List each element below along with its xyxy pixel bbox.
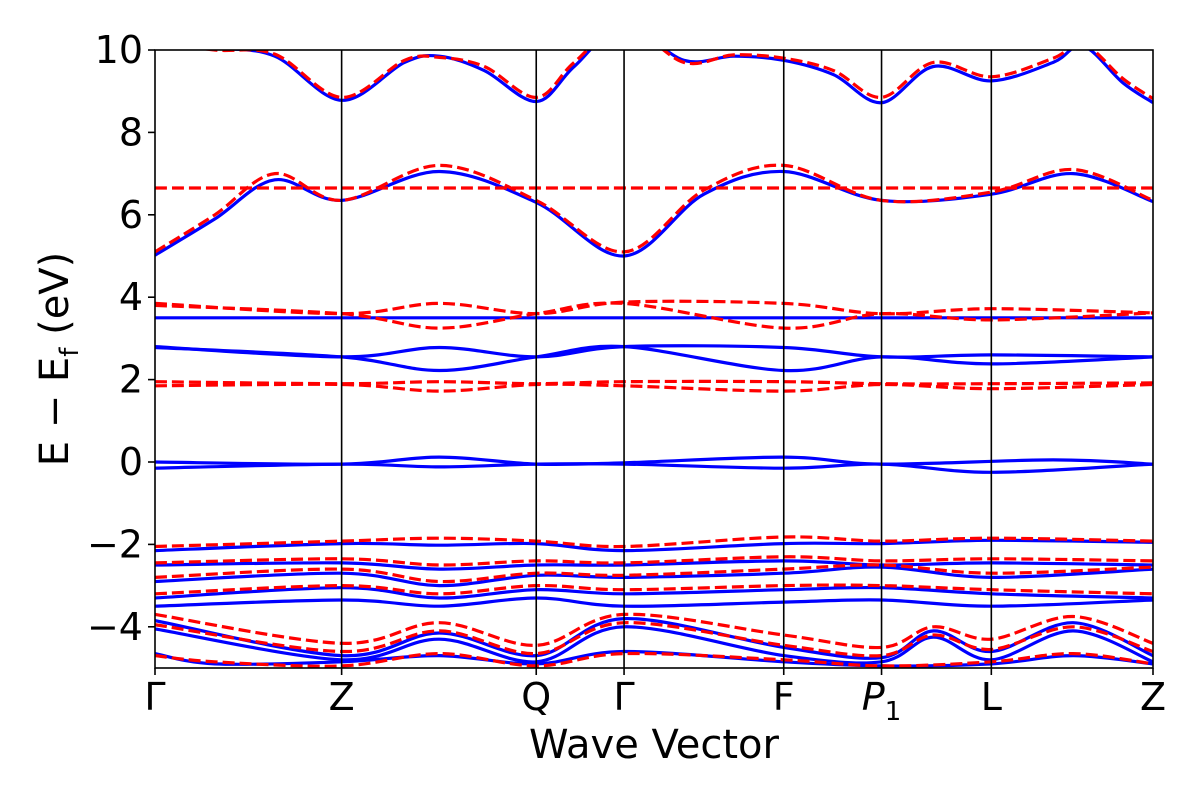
band-line [155,596,1153,608]
x-tick-label: Γ [613,675,634,719]
x-tick-label: Q [521,675,551,719]
x-tick-label: P1 [862,675,901,727]
y-axis-ticks: −4 −2 0 2 4 6 8 10 [87,28,155,649]
band-line [155,535,1153,549]
band-line [155,621,1153,658]
y-tick-label: −4 [87,605,143,649]
x-tick-label: L [981,675,1002,719]
band-line [155,612,1153,650]
band-line [155,555,1153,567]
y-tick-label: 4 [119,275,143,319]
y-tick-label: 0 [119,440,143,484]
x-tick-label: F [773,675,795,719]
plot-frame [154,49,1154,669]
y-tick-label: 10 [95,28,143,72]
x-tick-label: Z [329,675,355,719]
band-line [155,559,1153,571]
band-line [155,583,1153,596]
high-symmetry-lines [340,50,993,668]
bands-layer [155,50,1153,668]
band-line [155,538,1153,553]
y-tick-label: 8 [119,110,143,154]
x-axis-ticks: Γ Z Q Γ F P1 L Z [144,668,1166,727]
y-axis-label: E − Ef (eV) [32,252,85,467]
x-tick-label: Z [1140,675,1166,719]
band-line [201,50,1153,100]
band-line [155,301,1153,330]
y-tick-label: 2 [119,358,143,402]
band-line [220,50,1153,105]
band-line [155,382,1153,393]
band-line [155,344,1153,373]
y-tick-label: 6 [119,193,143,237]
y-tick-label: −2 [87,522,143,566]
band-line [155,462,1153,474]
band-line [155,625,1153,665]
band-line [155,651,1153,668]
band-line [155,649,1153,668]
x-axis-label: Wave Vector [529,722,780,768]
x-tick-label: Γ [144,675,165,719]
